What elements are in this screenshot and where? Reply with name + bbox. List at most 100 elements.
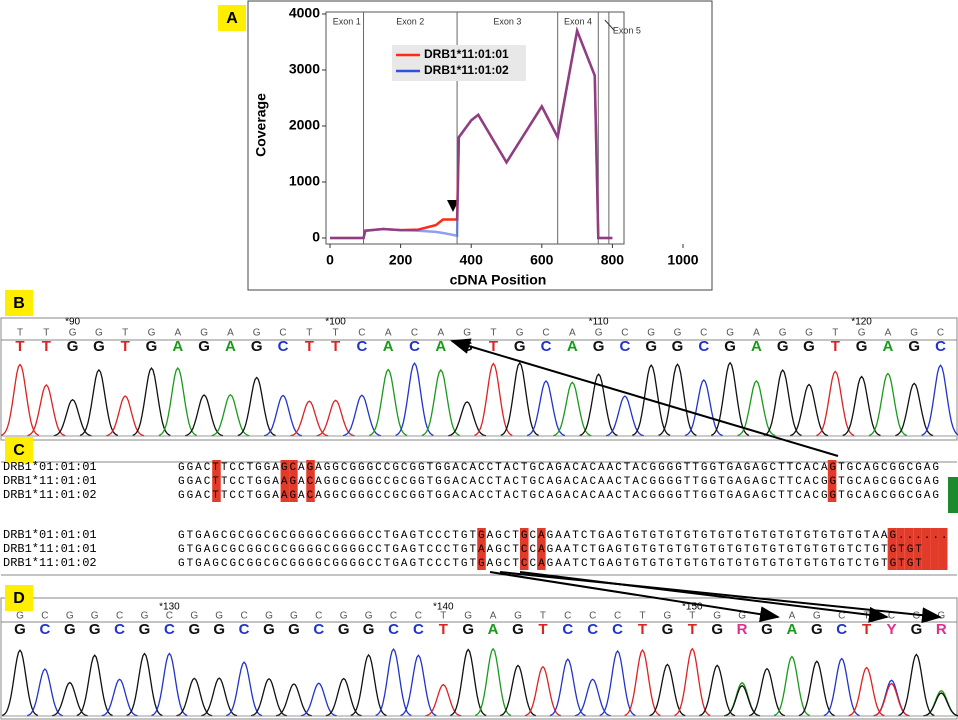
position-marker: *110 bbox=[589, 317, 609, 328]
base-call: T bbox=[831, 338, 840, 355]
y-tick-label: 3000 bbox=[289, 61, 320, 77]
base-call: G bbox=[512, 621, 524, 638]
base-call: T bbox=[305, 338, 314, 355]
base-call: A bbox=[172, 338, 183, 355]
y-tick-label: 4000 bbox=[289, 5, 320, 21]
base-call: A bbox=[488, 621, 499, 638]
exon-label: Exon 5 bbox=[613, 25, 641, 35]
x-tick-label: 400 bbox=[460, 252, 484, 268]
arrow bbox=[490, 572, 778, 617]
base-call: G bbox=[662, 621, 674, 638]
base-call: A bbox=[882, 338, 893, 355]
green-bar bbox=[948, 477, 958, 513]
arrow bbox=[452, 341, 838, 456]
base-call: C bbox=[562, 621, 573, 638]
trace-peak bbox=[774, 657, 810, 716]
base-call: Y bbox=[886, 621, 896, 638]
trace-peak bbox=[923, 693, 958, 716]
panel-b-frame bbox=[1, 318, 957, 440]
trace-peak bbox=[764, 370, 802, 435]
y-tick-label: 2000 bbox=[289, 117, 320, 133]
base-call: A bbox=[225, 338, 236, 355]
trace-peak bbox=[2, 650, 38, 715]
trace-peak bbox=[290, 401, 328, 436]
allele-name: DRB1*11:01:02 bbox=[3, 488, 97, 502]
exon-label: Exon 1 bbox=[333, 16, 361, 26]
allele-name: DRB1*11:01:01 bbox=[3, 474, 97, 488]
trace-peak bbox=[659, 364, 697, 435]
base-call: T bbox=[439, 621, 448, 638]
base-call: C bbox=[413, 621, 424, 638]
base-call: G bbox=[724, 338, 736, 355]
trace-peak bbox=[799, 661, 835, 715]
base-call: G bbox=[263, 621, 275, 638]
legend-label: DRB1*11:01:02 bbox=[424, 63, 509, 77]
y-tick-label: 0 bbox=[312, 229, 320, 245]
trace-peak bbox=[625, 650, 661, 715]
trace-peak bbox=[580, 374, 618, 435]
trace-peak bbox=[475, 364, 513, 436]
base-call: G bbox=[908, 338, 920, 355]
base-call: G bbox=[338, 621, 350, 638]
base-call: T bbox=[688, 621, 697, 638]
base-call: T bbox=[538, 621, 547, 638]
exon-label: Exon 2 bbox=[396, 16, 424, 26]
base-call: C bbox=[541, 338, 552, 355]
x-tick-label: 1000 bbox=[667, 252, 698, 268]
base-call: A bbox=[786, 621, 797, 638]
base-call: T bbox=[121, 338, 130, 355]
base-call: G bbox=[761, 621, 773, 638]
base-call: A bbox=[751, 338, 762, 355]
sequence: GTGAGCGCGGCGCGGGGCGGGGCCTGAGTCCCTGTAAGCT… bbox=[178, 544, 922, 556]
panel-label: B bbox=[13, 295, 25, 312]
trace-peak bbox=[301, 683, 337, 716]
panel-label: C bbox=[13, 442, 25, 459]
trace-peak bbox=[152, 654, 188, 716]
panel-a-frame bbox=[248, 1, 712, 290]
x-tick-label: 0 bbox=[326, 252, 334, 268]
base-call: G bbox=[213, 621, 225, 638]
base-call: C bbox=[313, 621, 324, 638]
trace-peak bbox=[450, 650, 486, 716]
base-call: C bbox=[409, 338, 420, 355]
base-call: G bbox=[198, 338, 210, 355]
allele-name: DRB1*01:01:01 bbox=[3, 460, 97, 474]
base-call: G bbox=[672, 338, 684, 355]
trace-peak bbox=[396, 363, 434, 435]
base-call: G bbox=[89, 621, 101, 638]
base-call: C bbox=[39, 621, 50, 638]
base-call: R bbox=[936, 621, 947, 638]
base-call: G bbox=[14, 621, 26, 638]
exon-label: Exon 3 bbox=[493, 16, 521, 26]
trace-peak bbox=[501, 363, 539, 436]
trace-peak bbox=[674, 649, 710, 716]
page: Coverage cDNA Position ABCD0100020003000… bbox=[0, 0, 958, 720]
panel-label: A bbox=[226, 10, 238, 27]
trace-peak bbox=[317, 400, 355, 435]
trace-peak bbox=[550, 659, 586, 715]
sequence: GTGAGCGCGGCGCGGGGCGGGGCCTGAGTCCCTGTGAGCT… bbox=[178, 530, 948, 542]
base-call: G bbox=[462, 621, 474, 638]
trace-peak bbox=[159, 368, 197, 435]
base-call: G bbox=[146, 338, 158, 355]
base-call: G bbox=[645, 338, 657, 355]
trace-peak bbox=[922, 365, 958, 435]
base-call: C bbox=[164, 621, 175, 638]
allele-name: DRB1*01:01:01 bbox=[3, 528, 97, 542]
trace-peak bbox=[226, 662, 262, 715]
trace-peak bbox=[824, 659, 860, 716]
base-call: C bbox=[587, 621, 598, 638]
base-call: G bbox=[64, 621, 76, 638]
trace-peak bbox=[376, 649, 412, 715]
base-call: G bbox=[593, 338, 605, 355]
base-call: G bbox=[139, 621, 151, 638]
trace-peak bbox=[553, 382, 591, 435]
base-call: C bbox=[114, 621, 125, 638]
trace-peak bbox=[525, 667, 561, 716]
base-call: G bbox=[811, 621, 823, 638]
base-call: G bbox=[911, 621, 923, 638]
allele-name: DRB1*11:01:02 bbox=[3, 556, 97, 570]
trace-peak bbox=[816, 371, 854, 435]
sequence: GGACTTCCTGGAGCAGAGGCGGGCCGCGGTGGACACCTAC… bbox=[178, 462, 939, 474]
x-tick-label: 800 bbox=[601, 252, 625, 268]
